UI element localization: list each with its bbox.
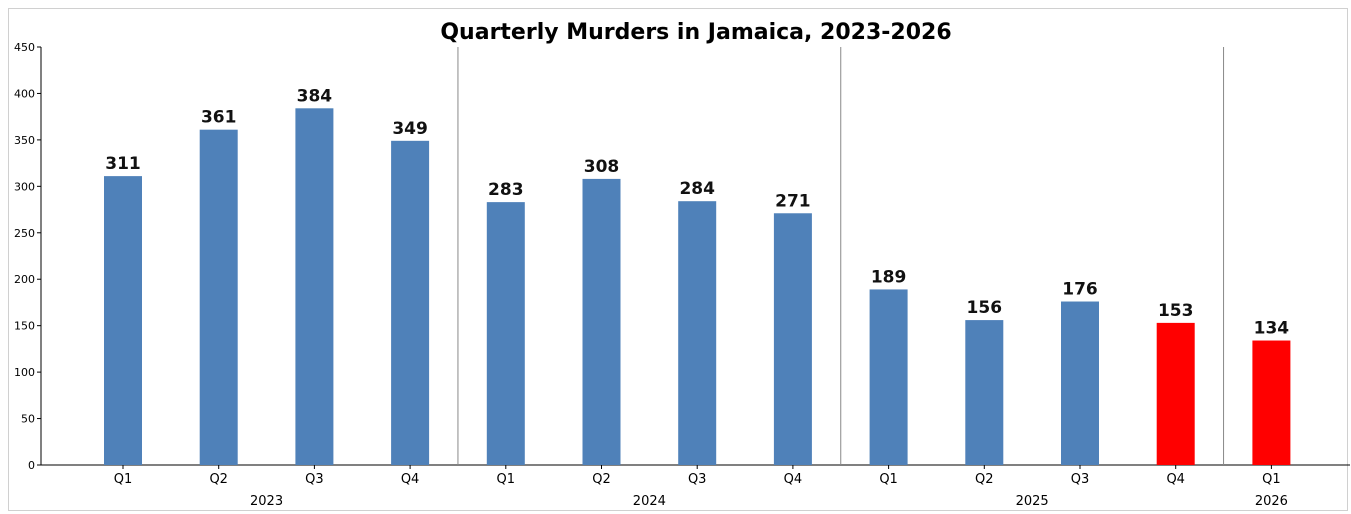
y-tick-label: 400 xyxy=(14,87,35,100)
x-tick-label: Q2 xyxy=(209,472,228,487)
data-label: 284 xyxy=(679,179,715,199)
bar xyxy=(1252,340,1291,465)
data-label: 361 xyxy=(201,108,237,128)
group-label: 2025 xyxy=(1016,494,1049,509)
data-labels: 311 361 384 349 283 308 284 271 189 156 176 153 134 xyxy=(105,86,1289,338)
group-label: 2024 xyxy=(633,494,666,509)
data-label: 384 xyxy=(297,86,333,106)
data-label: 349 xyxy=(392,119,428,139)
y-tick-label: 0 xyxy=(28,459,35,472)
x-tick-label: Q1 xyxy=(114,472,133,487)
y-tick-label: 100 xyxy=(14,366,35,379)
data-label: 311 xyxy=(105,154,141,174)
x-tick-label: Q3 xyxy=(1071,472,1090,487)
x-tick-label: Q2 xyxy=(975,472,994,487)
y-tick-label: 450 xyxy=(14,41,35,54)
x-tick-label: Q3 xyxy=(688,472,707,487)
group-label: 2026 xyxy=(1255,494,1288,509)
data-label: 308 xyxy=(584,157,620,177)
y-tick-label: 300 xyxy=(14,180,35,193)
x-tick-label: Q4 xyxy=(1166,472,1185,487)
bar xyxy=(199,129,238,465)
bars xyxy=(104,108,1291,466)
x-tick-label: Q1 xyxy=(1262,472,1281,487)
x-tick-label: Q1 xyxy=(879,472,898,487)
bar xyxy=(965,320,1004,465)
y-tick-label: 150 xyxy=(14,320,35,333)
data-label: 271 xyxy=(775,191,811,211)
bar xyxy=(486,202,525,465)
group-label: 2023 xyxy=(250,494,283,509)
bar xyxy=(391,140,430,465)
data-label: 189 xyxy=(871,267,907,287)
bar xyxy=(773,213,812,465)
x-tick-label: Q1 xyxy=(497,472,516,487)
bar xyxy=(1156,322,1195,465)
y-tick-label: 250 xyxy=(14,227,35,240)
y-tick-label: 350 xyxy=(14,134,35,147)
axes: 0 50 100 150 200 250 300 350 400 450 Q1 Q2 Q3 Q4 Q1 Q2 Q… xyxy=(14,41,1350,509)
x-tick-label: Q3 xyxy=(305,472,324,487)
chart-frame xyxy=(8,8,1348,511)
bar xyxy=(582,178,621,465)
y-tick-label: 50 xyxy=(21,413,35,426)
x-tick-label: Q2 xyxy=(592,472,611,487)
bar xyxy=(1061,301,1099,465)
x-tick-label: Q4 xyxy=(401,472,420,487)
data-label: 176 xyxy=(1062,280,1098,300)
data-label: 153 xyxy=(1158,301,1194,321)
data-label: 283 xyxy=(488,180,524,200)
bar xyxy=(295,108,334,465)
bar xyxy=(104,176,142,466)
y-tick-label: 200 xyxy=(14,273,35,286)
data-label: 156 xyxy=(967,298,1003,318)
bar xyxy=(678,201,717,465)
chart-title: Quarterly Murders in Jamaica, 2023-2026 xyxy=(440,20,951,45)
data-label: 134 xyxy=(1254,319,1290,339)
bar xyxy=(869,289,908,465)
x-tick-label: Q4 xyxy=(784,472,803,487)
